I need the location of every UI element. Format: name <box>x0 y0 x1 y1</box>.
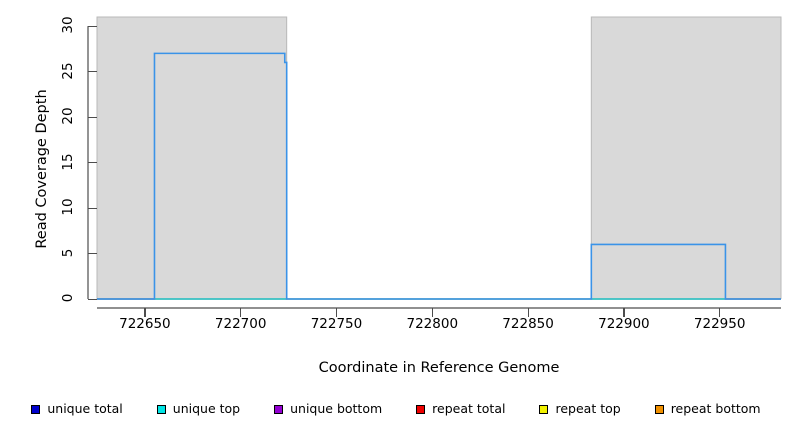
legend-item-label: unique top <box>172 400 241 416</box>
x-axis-tick-label: 722950 <box>693 316 746 332</box>
y-axis-tick <box>88 162 97 164</box>
x-axis-tick-label: 722800 <box>406 316 459 332</box>
shaded-region-edge <box>590 16 782 299</box>
coverage-series-group <box>97 52 781 300</box>
legend-item[interactable]: repeat total <box>416 400 506 416</box>
x-axis-tick-label: 722850 <box>502 316 554 332</box>
legend-item[interactable]: unique bottom <box>274 400 383 416</box>
legend-item[interactable]: repeat bottom <box>654 400 761 416</box>
y-axis-tick <box>88 71 97 73</box>
y-axis-tick-label: 15 <box>60 152 76 171</box>
legend-item[interactable]: unique top <box>156 400 241 416</box>
shaded-region <box>97 17 287 299</box>
y-axis-tick <box>88 298 97 300</box>
y-axis-tick-label: 10 <box>60 198 76 216</box>
x-axis-tick <box>240 308 242 317</box>
square-swatch-icon <box>539 404 549 414</box>
square-swatch-icon <box>31 404 41 414</box>
y-axis-tick <box>88 253 97 255</box>
legend-item[interactable]: unique total <box>31 400 123 416</box>
shaded-repeat-regions <box>96 16 782 299</box>
chart-legend: unique total unique top unique bottom repea… <box>0 398 792 420</box>
x-axis-tick <box>527 308 529 317</box>
shaded-region <box>591 17 781 299</box>
y-axis-title: Read Coverage Depth <box>34 89 50 249</box>
legend-item-label: unique bottom <box>290 400 383 416</box>
x-axis-title: Coordinate in Reference Genome <box>318 360 560 376</box>
x-axis-tick <box>144 308 146 317</box>
y-axis-tick-label: 20 <box>60 107 76 125</box>
x-axis-tick <box>335 308 338 317</box>
x-axis-tick-label: 722900 <box>598 316 650 332</box>
legend-item-label: repeat total <box>432 400 506 416</box>
x-axis-tick-label: 722750 <box>310 316 363 332</box>
legend-item-label: unique total <box>47 400 123 416</box>
y-axis-tick-label: 25 <box>60 61 76 80</box>
x-axis-tick <box>431 308 433 317</box>
y-axis-tick-label: 30 <box>60 16 76 34</box>
x-axis-tick <box>719 308 721 317</box>
square-swatch-icon <box>274 404 284 414</box>
legend-item[interactable]: repeat top <box>539 400 621 416</box>
y-axis-tick-label: 5 <box>60 248 76 257</box>
x-axis-tick <box>623 308 625 317</box>
y-axis-tick-label: 0 <box>60 293 76 303</box>
legend-item-label: repeat bottom <box>670 400 761 416</box>
x-axis-tick-label: 722700 <box>214 316 267 332</box>
coverage-step-line <box>97 52 781 300</box>
y-axis-tick <box>88 207 97 209</box>
x-axis-tick-label: 722650 <box>119 316 171 332</box>
y-axis-tick <box>88 116 97 118</box>
square-swatch-icon <box>156 404 166 414</box>
legend-item-label: repeat top <box>555 400 621 416</box>
square-swatch-icon <box>416 404 426 414</box>
square-swatch-icon <box>654 404 664 414</box>
y-axis-tick <box>88 25 97 27</box>
